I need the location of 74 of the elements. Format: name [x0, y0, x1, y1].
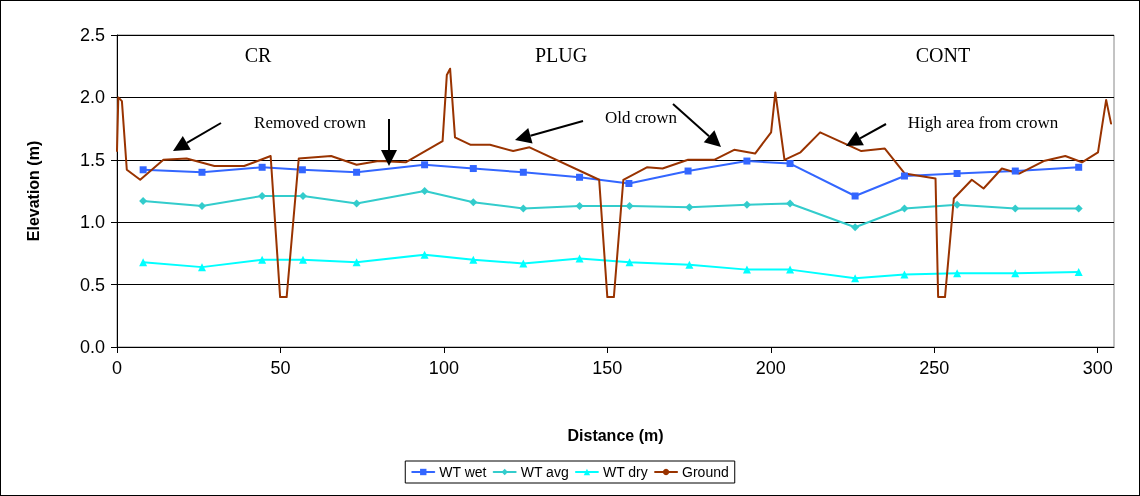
point [299, 255, 307, 264]
legend-label: WT wet [439, 464, 487, 480]
point [953, 200, 962, 209]
x-tick-label: 50 [270, 358, 291, 378]
annotation: Removed crown [254, 112, 367, 132]
point [786, 160, 794, 168]
point [625, 180, 633, 188]
point [469, 198, 478, 207]
point [519, 204, 528, 213]
point [353, 168, 361, 176]
x-tick-label: 300 [1082, 358, 1113, 378]
point [851, 192, 859, 200]
annotation: High area from crown [907, 112, 1059, 132]
point [197, 201, 206, 210]
point [575, 201, 584, 210]
point [298, 166, 306, 174]
y-tick-label: 2.5 [79, 25, 105, 45]
point [519, 168, 527, 176]
point [743, 157, 751, 165]
annotation: PLUG [534, 44, 588, 66]
point [685, 203, 694, 212]
point [198, 168, 206, 176]
point [299, 191, 307, 200]
legend-label: WT avg [520, 464, 569, 480]
x-tick-label: 150 [592, 358, 623, 378]
point [900, 204, 909, 213]
point [469, 165, 477, 173]
point [139, 166, 147, 174]
x-tick-label: 0 [111, 358, 123, 378]
point [352, 199, 361, 208]
point [786, 199, 795, 208]
y-tick-label: 1.0 [79, 212, 105, 233]
x-tick-label: 250 [919, 358, 950, 378]
point [139, 196, 148, 205]
y-tick-label: 0.5 [79, 274, 105, 295]
annotation: Old crown [604, 107, 678, 127]
y-tick-label: 2.0 [79, 87, 105, 108]
point [576, 173, 584, 181]
y-axis-title: Elevation (m) [24, 140, 42, 242]
point [1074, 268, 1083, 277]
point [1074, 204, 1083, 213]
point [1011, 204, 1020, 213]
point [742, 265, 751, 274]
x-axis-title: Distance (m) [567, 426, 664, 444]
point [352, 258, 361, 267]
legend-label: Ground [682, 464, 729, 480]
point [851, 223, 860, 232]
point [953, 170, 961, 178]
point [1075, 163, 1083, 171]
point [684, 167, 692, 175]
point [469, 255, 478, 264]
point [1011, 167, 1019, 175]
annotation: CONT [915, 44, 971, 66]
point [197, 263, 206, 272]
point [900, 270, 909, 279]
point [139, 258, 148, 267]
y-tick-label: 0.0 [79, 337, 105, 357]
x-tick-label: 100 [428, 358, 459, 378]
y-tick-label: 1.5 [79, 149, 105, 170]
point [258, 163, 266, 171]
point [258, 255, 267, 264]
point [685, 260, 694, 269]
point [420, 187, 429, 195]
point [786, 265, 795, 274]
point [900, 172, 908, 180]
point [421, 161, 429, 169]
annotation: CR [244, 44, 272, 66]
point [742, 200, 751, 209]
legend-label: WT dry [602, 464, 648, 480]
point [420, 250, 429, 259]
x-tick-label: 200 [755, 358, 786, 378]
point [625, 201, 634, 210]
point [575, 254, 584, 263]
point [625, 258, 634, 267]
